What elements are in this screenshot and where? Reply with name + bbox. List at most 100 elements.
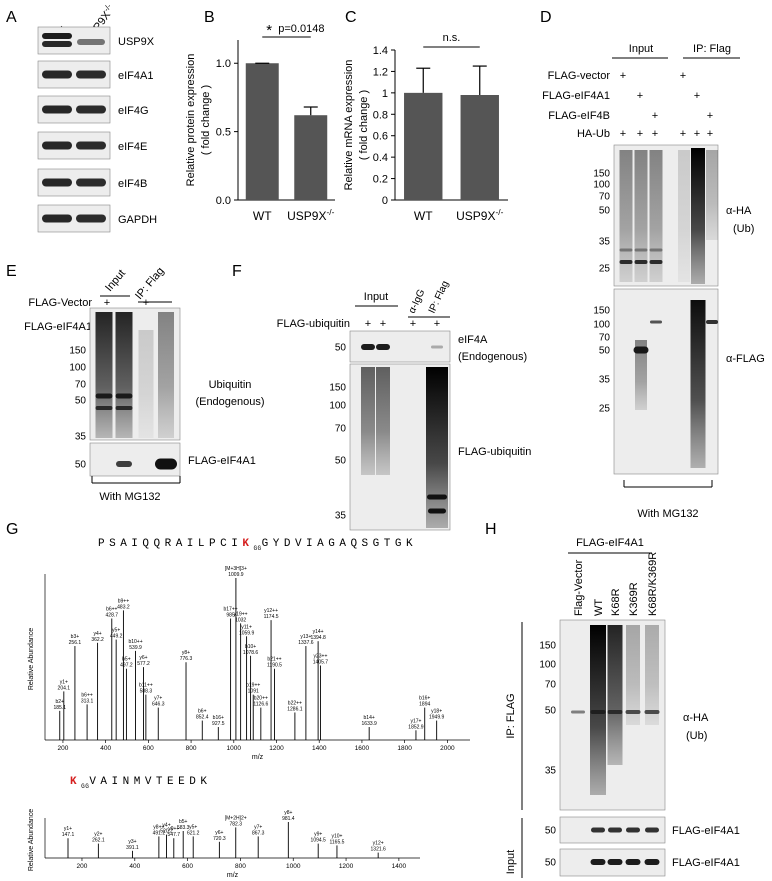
plus-sign: + (104, 297, 110, 309)
panel-letter: A (6, 9, 17, 26)
plus-sign: + (680, 70, 686, 82)
footer-label: With MG132 (637, 508, 698, 520)
smear (138, 330, 154, 438)
mz-label: 204.1 (58, 685, 71, 691)
ion-label: y5+ (189, 824, 197, 830)
mz-label: 262.1 (92, 838, 105, 844)
band (77, 39, 105, 45)
marker-label: 100 (329, 401, 346, 412)
ion-label: y5+ (112, 628, 120, 634)
marker-label: 50 (545, 826, 557, 837)
error-bar (303, 106, 318, 116)
x-tick-label: 1200 (269, 745, 284, 752)
band (115, 393, 133, 399)
band (42, 105, 72, 114)
x-tick-label: WT (414, 209, 433, 223)
band (42, 178, 72, 187)
band (591, 827, 605, 833)
ion-label: b19++ (246, 683, 260, 689)
y-tick-label: 0.5 (216, 127, 231, 139)
blot-label: FLAG-eIF4A1 (188, 455, 256, 467)
ion-label: y9++ (168, 826, 179, 832)
sequence-part: K (70, 776, 81, 788)
ion-label: [M+2H]2+ (225, 815, 247, 821)
mz-label: 1009.9 (228, 572, 244, 578)
band (644, 859, 660, 865)
ion-label: b6+ (198, 709, 207, 715)
x-tick-label: 1000 (227, 745, 242, 752)
sequence-part: GYDVIAGAQSGTGK (262, 538, 417, 550)
y-tick-label: 0.0 (216, 195, 231, 207)
mz-label: 1091 (248, 689, 259, 695)
section-label: IP: FLAG (505, 693, 517, 738)
mz-label: 497.2 (120, 663, 133, 669)
x-tick-label: 1200 (339, 863, 354, 870)
x-axis-label: m/z (227, 872, 239, 879)
x-tick-label: 1400 (312, 745, 327, 752)
smear (626, 625, 640, 725)
construct-label: FLAG-eIF4A1 (576, 537, 644, 549)
blot-label: FLAG-ubiquitin (458, 446, 531, 458)
footer-label: With MG132 (99, 491, 160, 503)
blot-label: α-HA (683, 712, 709, 724)
band (95, 393, 113, 399)
sequence-part: PSAIQQRAILPCI (98, 538, 242, 550)
x-tick-label: 800 (186, 745, 197, 752)
group-label: Input (364, 291, 388, 303)
ion-label: b5+ (122, 657, 131, 663)
blot-label: FLAG-eIF4A1 (672, 857, 740, 869)
band (634, 248, 648, 252)
mz-label: 720.3 (213, 836, 226, 842)
group-label: Input (629, 43, 653, 55)
mz-label: 428.7 (106, 613, 119, 619)
smear (115, 312, 133, 438)
mz-label: 185.1 (53, 705, 66, 711)
marker-label: 150 (69, 346, 86, 357)
protein-label: eIF4B (118, 178, 147, 190)
blot-label: α-FLAG (726, 353, 765, 365)
marker-label: 25 (599, 404, 611, 415)
band (649, 248, 663, 252)
band (376, 344, 390, 350)
mz-label: 621.2 (187, 830, 200, 836)
mz-label: 449.2 (110, 634, 123, 640)
band (116, 461, 132, 467)
ion-label: y12+ (373, 841, 384, 847)
band (42, 141, 72, 150)
ion-label: b11++ (139, 683, 153, 689)
mz-label: 1633.9 (362, 721, 378, 727)
mz-label: 1321.6 (371, 847, 387, 853)
row-label: FLAG-Vector (28, 297, 92, 309)
marker-label: 100 (593, 180, 610, 191)
x-tick-label: USP9X-/- (456, 207, 503, 223)
plus-sign: + (365, 318, 371, 330)
smear (678, 150, 690, 282)
smear (619, 150, 633, 282)
band (633, 346, 649, 354)
blot-label: (Endogenous) (195, 396, 264, 408)
ion-label: y12++ (264, 608, 278, 614)
group-label: IP: Flag (693, 43, 731, 55)
smear (361, 367, 375, 475)
band (607, 859, 623, 865)
ion-label: b21++ (267, 657, 281, 663)
y-tick-label: 1.4 (373, 45, 388, 57)
ion-label: y2+ (94, 832, 102, 838)
ion-label: y1+ (60, 679, 68, 685)
blot-label: Ubiquitin (209, 379, 252, 391)
band (428, 508, 446, 514)
band (571, 710, 585, 714)
x-tick-label: 400 (129, 863, 140, 870)
mz-label: 1174.5 (264, 614, 279, 620)
band (607, 710, 623, 714)
ion-label: b6++ (81, 692, 92, 698)
marker-label: 35 (599, 237, 611, 248)
marker-label: 70 (335, 424, 347, 435)
plus-sign: + (620, 128, 626, 140)
ion-label: y8+ (182, 650, 190, 656)
marker-label: 70 (545, 680, 557, 691)
band (76, 214, 106, 223)
y-tick-label: 0.6 (373, 131, 388, 143)
band (608, 827, 622, 833)
